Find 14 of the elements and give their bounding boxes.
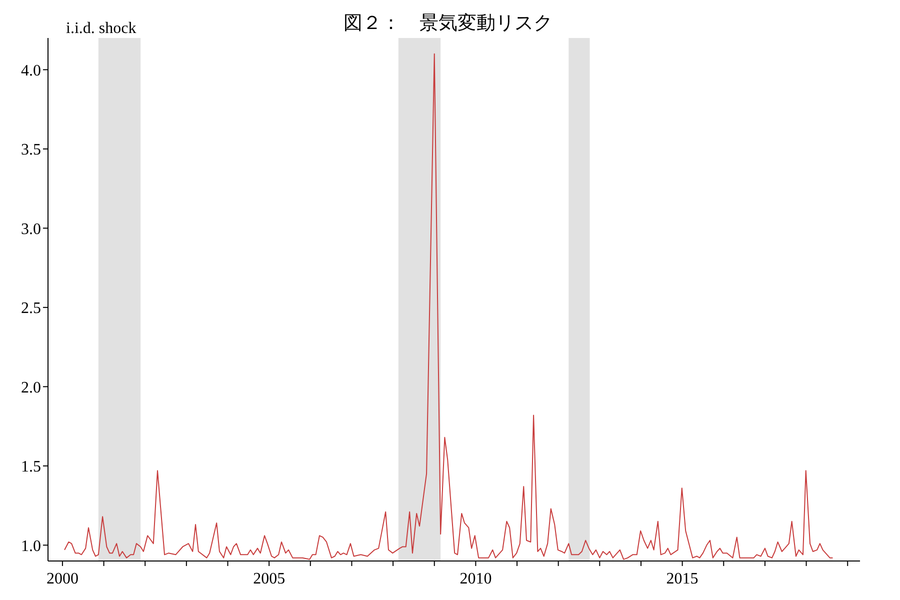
- x-tick-label: 2005: [253, 570, 286, 588]
- y-tick-label: 3.5: [21, 142, 41, 159]
- x-tick-label: 2000: [46, 570, 78, 588]
- y-tick-label: 1.0: [21, 538, 41, 555]
- y-tick-label: 2.5: [21, 300, 41, 318]
- x-tick-label: 2015: [666, 570, 698, 588]
- y-tick-label: 1.5: [21, 458, 41, 476]
- chart-title: 図２： 景気変動リスク: [344, 12, 552, 34]
- x-tick-label: 2010: [460, 570, 492, 588]
- y-tick-label: 4.0: [21, 62, 41, 80]
- line-series: [64, 53, 834, 560]
- y-axis-title: i.i.d. shock: [66, 20, 136, 38]
- y-tick-label: 3.0: [21, 220, 41, 238]
- y-tick-label: 2.0: [21, 379, 41, 396]
